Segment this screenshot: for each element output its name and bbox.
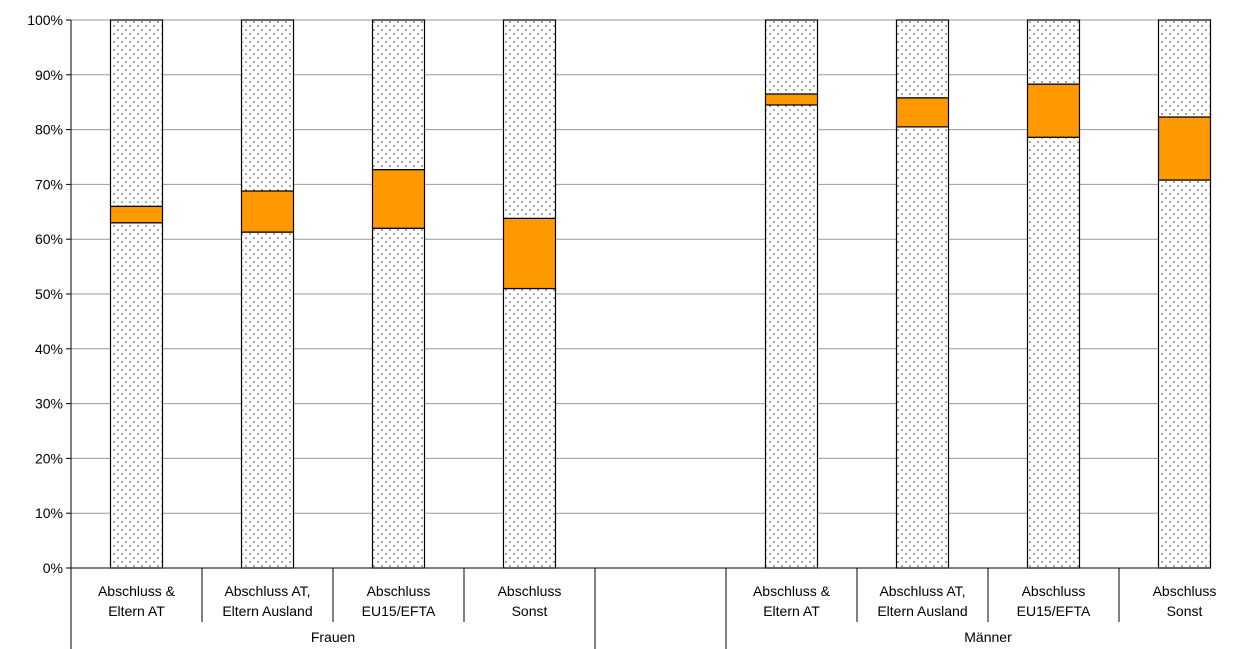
category-label: Eltern Ausland <box>877 603 967 619</box>
y-tick-label: 70% <box>35 176 63 192</box>
bar-segment-dotted <box>240 231 295 569</box>
bar-segment-highlight <box>764 93 819 106</box>
y-tick-label: 0% <box>43 560 63 576</box>
bar-segment-highlight <box>1157 116 1212 181</box>
category-label: Abschluss & <box>98 583 176 599</box>
y-tick-label: 20% <box>35 450 63 466</box>
bar-segment-dotted <box>371 227 426 569</box>
y-tick-label: 80% <box>35 122 63 138</box>
bar-segment-dotted <box>895 126 950 569</box>
bar-segment-dotted <box>1157 19 1212 118</box>
category-label: Sonst <box>1167 603 1203 619</box>
category-label: Abschluss AT, <box>224 583 310 599</box>
bar-segment-highlight <box>109 205 164 224</box>
bar-segment-dotted <box>109 19 164 207</box>
category-label: Sonst <box>512 603 548 619</box>
bar-segment-dotted <box>502 19 557 219</box>
bar-segment-highlight <box>895 97 950 128</box>
category-label: Eltern AT <box>763 603 820 619</box>
category-label: Eltern Ausland <box>222 603 312 619</box>
y-tick-label: 10% <box>35 505 63 521</box>
y-tick-label: 40% <box>35 341 63 357</box>
bar-segment-dotted <box>109 222 164 569</box>
category-label: Abschluss <box>367 583 431 599</box>
bar-segment-highlight <box>240 190 295 233</box>
category-label: EU15/EFTA <box>362 603 436 619</box>
category-label: Abschluss <box>1153 583 1217 599</box>
y-tick-label: 90% <box>35 67 63 83</box>
bar-segment-highlight <box>371 169 426 229</box>
bar-segment-dotted <box>1026 19 1081 85</box>
bar-segment-dotted <box>502 287 557 569</box>
x-axis: Abschluss & Eltern AT Abschluss AT, Eltern … <box>70 567 1217 649</box>
category-label: Abschluss & <box>753 583 831 599</box>
y-tick-label: 50% <box>35 286 63 302</box>
category-label: Abschluss <box>1022 583 1086 599</box>
group-label: Frauen <box>311 629 355 645</box>
bar-segment-dotted <box>1026 136 1081 569</box>
category-label: Eltern AT <box>108 603 165 619</box>
bar-segment-dotted <box>764 104 819 569</box>
y-tick-label: 30% <box>35 396 63 412</box>
bar-segment-dotted <box>371 19 426 171</box>
category-label: Abschluss AT, <box>879 583 965 599</box>
y-tick-label: 100% <box>27 12 63 28</box>
category-label: Abschluss <box>498 583 562 599</box>
bar-segment-highlight <box>502 217 557 290</box>
y-axis: 0% 10% 20% 30% 40% 50% 60% 70% 80% 90% 100% <box>27 12 72 576</box>
bar-segment-dotted <box>764 19 819 95</box>
bar-segment-highlight <box>1026 83 1081 138</box>
category-label: EU15/EFTA <box>1017 603 1091 619</box>
bars <box>109 19 1212 569</box>
group-label: Männer <box>964 629 1012 645</box>
bar-segment-dotted <box>895 19 950 99</box>
bar-segment-dotted <box>1157 179 1212 569</box>
bar-segment-dotted <box>240 19 295 192</box>
y-tick-label: 60% <box>35 231 63 247</box>
